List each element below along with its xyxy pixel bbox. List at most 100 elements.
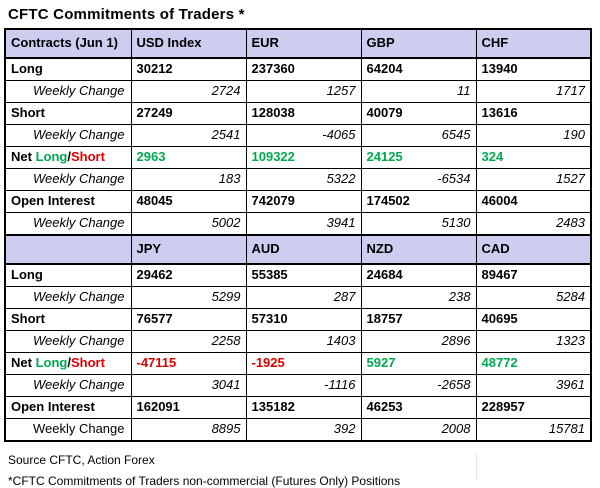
row-label: Long [4, 57, 132, 81]
cell-value: 46004 [475, 190, 592, 213]
row-label: Weekly Change [4, 124, 132, 147]
cell-value: 2258 [130, 330, 247, 353]
section-header-row: JPY AUD NZD CAD [4, 234, 592, 265]
table-row: Short 76577 57310 18757 40695 [4, 308, 592, 331]
cell-value: 55385 [245, 263, 362, 287]
row-label: Weekly Change [4, 374, 132, 397]
net-label-prefix: Net [11, 149, 36, 164]
cell-value: 40079 [360, 102, 477, 125]
cell-value: 40695 [475, 308, 592, 331]
net-label-slash: / [67, 149, 71, 164]
cell-value: 30212 [130, 57, 247, 81]
cell-value: 237360 [245, 57, 362, 81]
cell-value: 2483 [475, 212, 592, 236]
cell-value: 1323 [475, 330, 592, 353]
cell-value: 13940 [475, 57, 592, 81]
cell-value: 1717 [475, 80, 592, 103]
cell-value: 2963 [130, 146, 247, 169]
row-label: Long [4, 263, 132, 287]
cell-value: 15781 [475, 418, 592, 442]
table-row: Weekly Change 5002 3941 5130 2483 [4, 212, 592, 236]
cell-value: 135182 [245, 396, 362, 419]
cell-value: 5284 [475, 286, 592, 309]
source-note: Source CFTC, Action Forex [8, 453, 155, 467]
gridline-artifact [476, 454, 477, 480]
cell-value: 89467 [475, 263, 592, 287]
cell-value: 228957 [475, 396, 592, 419]
page-title: CFTC Commitments of Traders * [8, 6, 245, 23]
cot-table: Contracts (Jun 1) USD Index EUR GBP CHF Long 3… [4, 28, 592, 442]
cell-value: 3041 [130, 374, 247, 397]
cell-value: 5002 [130, 212, 247, 236]
table-section: Contracts (Jun 1) USD Index EUR GBP CHF Long 3… [4, 28, 592, 236]
cell-value: 13616 [475, 102, 592, 125]
cell-value: -1116 [245, 374, 362, 397]
cell-value: -2658 [360, 374, 477, 397]
column-header-eur: EUR [245, 28, 362, 59]
cell-value: 2724 [130, 80, 247, 103]
cell-value: 1257 [245, 80, 362, 103]
cell-value: 48772 [475, 352, 592, 375]
table-section: JPY AUD NZD CAD Long 29462 55385 24684 89467 Week… [4, 234, 592, 442]
net-label-short: Short [70, 149, 105, 164]
column-header-aud: AUD [245, 234, 362, 265]
cell-value: 2008 [360, 418, 477, 442]
row-label: Weekly Change [4, 212, 132, 236]
cell-value: 2541 [130, 124, 247, 147]
row-label: Net Long/Short [4, 352, 132, 375]
column-header-chf: CHF [475, 28, 592, 59]
header-row-label: Contracts (Jun 1) [4, 28, 132, 59]
table-row: Net Long/Short 2963 109322 24125 324 [4, 146, 592, 169]
footnote: *CFTC Commitments of Traders non-commerc… [8, 474, 401, 488]
cell-value: 6545 [360, 124, 477, 147]
cell-value: -47115 [130, 352, 247, 375]
cell-value: 3941 [245, 212, 362, 236]
table-row: Long 29462 55385 24684 89467 [4, 263, 592, 287]
cell-value: 5927 [360, 352, 477, 375]
net-label-long: Long [35, 355, 68, 370]
row-label: Weekly Change [4, 330, 132, 353]
cell-value: 5130 [360, 212, 477, 236]
table-row: Open Interest 162091 135182 46253 228957 [4, 396, 592, 419]
cell-value: 324 [475, 146, 592, 169]
column-header-cad: CAD [475, 234, 592, 265]
cell-value: 8895 [130, 418, 247, 442]
cell-value: 3961 [475, 374, 592, 397]
table-row: Weekly Change 2541 -4065 6545 190 [4, 124, 592, 147]
column-header-usd-index: USD Index [130, 28, 247, 59]
cell-value: 1403 [245, 330, 362, 353]
row-label: Net Long/Short [4, 146, 132, 169]
cell-value: -6534 [360, 168, 477, 191]
cell-value: 190 [475, 124, 592, 147]
cell-value: 57310 [245, 308, 362, 331]
row-label: Weekly Change [4, 168, 132, 191]
cell-value: 1527 [475, 168, 592, 191]
column-header-gbp: GBP [360, 28, 477, 59]
row-label: Short [4, 308, 132, 331]
cell-value: 46253 [360, 396, 477, 419]
cell-value: 11 [360, 80, 477, 103]
net-label-long: Long [35, 149, 68, 164]
cell-value: -1925 [245, 352, 362, 375]
row-label: Open Interest [4, 396, 132, 419]
table-row: Weekly Change 5299 287 238 5284 [4, 286, 592, 309]
cell-value: 64204 [360, 57, 477, 81]
table-row: Weekly Change 183 5322 -6534 1527 [4, 168, 592, 191]
row-label: Open Interest [4, 190, 132, 213]
row-label: Weekly Change [4, 418, 132, 442]
cell-value: 392 [245, 418, 362, 442]
header-row-label [4, 234, 132, 265]
cell-value: 48045 [130, 190, 247, 213]
table-row: Long 30212 237360 64204 13940 [4, 57, 592, 81]
cell-value: 24125 [360, 146, 477, 169]
cell-value: 238 [360, 286, 477, 309]
cell-value: 128038 [245, 102, 362, 125]
cell-value: 742079 [245, 190, 362, 213]
cell-value: 18757 [360, 308, 477, 331]
column-header-jpy: JPY [130, 234, 247, 265]
cell-value: 183 [130, 168, 247, 191]
cell-value: 24684 [360, 263, 477, 287]
cell-value: 5322 [245, 168, 362, 191]
net-label-short: Short [70, 355, 105, 370]
table-row: Weekly Change 3041 -1116 -2658 3961 [4, 374, 592, 397]
